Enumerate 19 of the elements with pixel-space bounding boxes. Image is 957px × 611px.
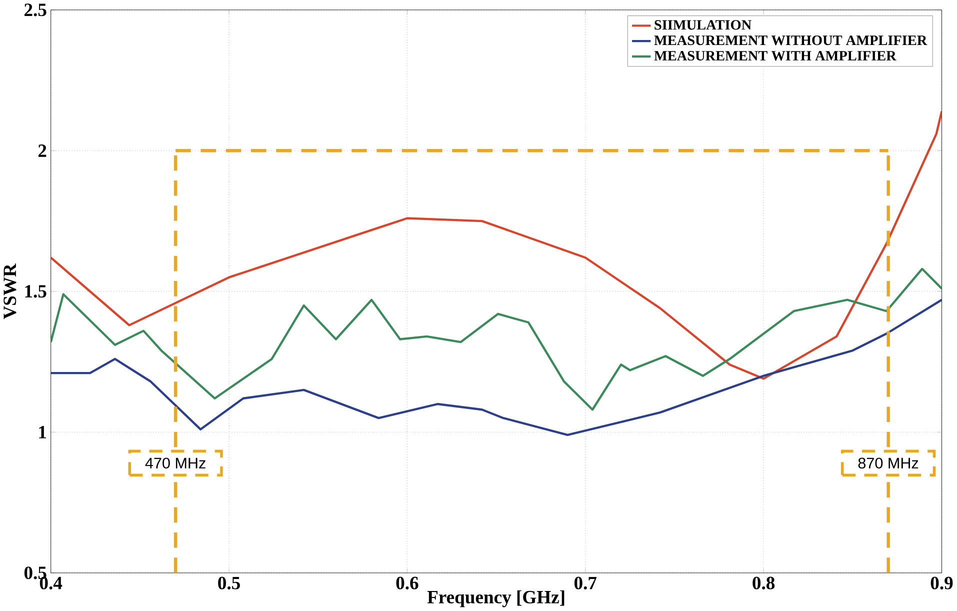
legend-label: MEASUREMENT WITH AMPLIFIER [654,51,896,61]
legend-label: MEASUREMENT WITHOUT AMPLIFIER [654,36,928,46]
y-tick-label: 2.5 [24,4,46,16]
line-series [50,110,942,380]
legend-label: SIIMULATION [654,20,752,30]
y-axis-title: VSWR [4,263,16,320]
y-tick-label: 1.5 [25,285,46,298]
ref-line-label: 870 MHz [858,458,918,469]
line-series [50,268,942,411]
y-tick-label: 1 [39,426,46,438]
x-tick-label: 0.6 [396,576,418,590]
ref-line-label: 470 MHz [145,458,206,469]
line-series [50,298,942,436]
x-axis-title: Frequency [GHz] [427,590,564,608]
x-tick-label: 0.5 [218,576,240,590]
y-tick-label: 2 [38,144,46,157]
x-tick-label: 0.8 [752,576,775,590]
x-tick-label: 0.9 [930,576,953,590]
x-tick-label: 0.7 [574,576,597,590]
